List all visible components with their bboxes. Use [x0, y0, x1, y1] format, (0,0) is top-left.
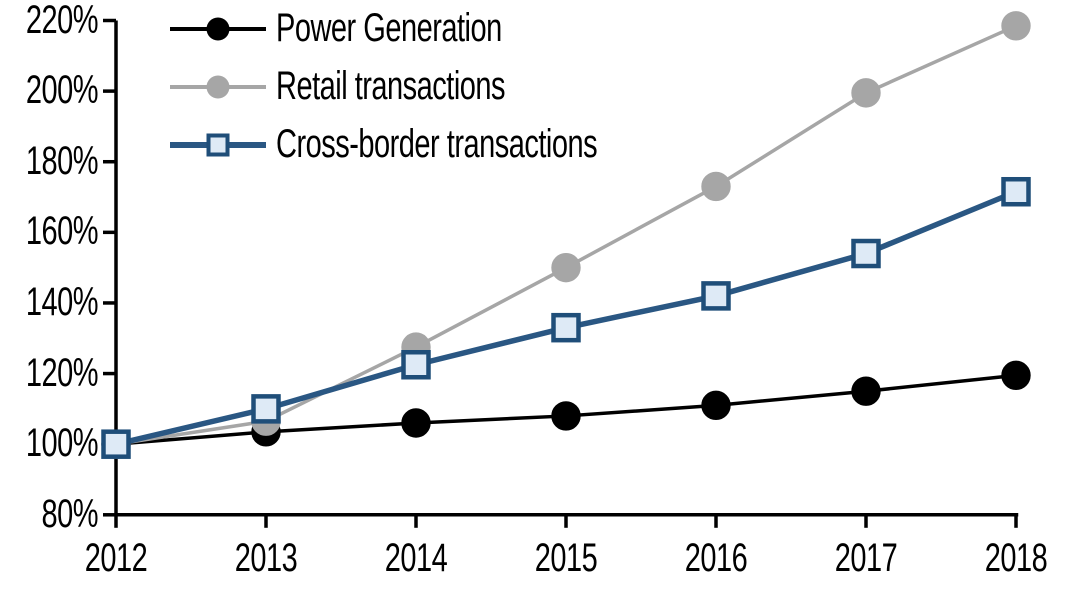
- data-point: [551, 401, 581, 431]
- circle-marker-icon: [206, 75, 230, 99]
- data-point: [701, 390, 731, 421]
- data-point: [851, 78, 881, 108]
- x-tick-label: 2017: [834, 537, 898, 581]
- data-point: [101, 429, 131, 459]
- x-tick-label: 2015: [534, 537, 598, 581]
- data-point: [701, 171, 731, 202]
- x-tick-label: 2014: [384, 537, 448, 581]
- data-point: [551, 312, 581, 343]
- x-tick-label: 2013: [234, 537, 298, 581]
- data-point: [701, 281, 731, 311]
- data-point: [401, 349, 431, 380]
- y-tick-label: 140%: [25, 281, 99, 325]
- data-point: [551, 252, 581, 283]
- data-point: [851, 238, 881, 269]
- legend-label: Cross-border transactions: [276, 123, 598, 167]
- data-point: [851, 376, 881, 406]
- legend-swatch: [170, 7, 266, 51]
- y-tick-label: 200%: [25, 69, 99, 113]
- data-point: [1001, 11, 1031, 41]
- square-marker-icon: [206, 133, 230, 157]
- y-tick-label: 100%: [25, 422, 99, 466]
- data-point: [401, 408, 431, 438]
- data-point: [1001, 360, 1031, 391]
- legend-swatch: [170, 123, 266, 167]
- legend-item-retail-transactions: Retail transactions: [170, 65, 506, 109]
- legend-swatch: [170, 65, 266, 109]
- x-tick-label: 2012: [84, 537, 148, 581]
- y-tick-label: 120%: [25, 351, 99, 396]
- y-tick-label: 80%: [41, 493, 98, 537]
- y-tick-label: 180%: [25, 139, 99, 184]
- y-tick-label: 160%: [25, 210, 99, 255]
- x-tick-label: 2018: [984, 537, 1048, 581]
- y-tick-label: 220%: [25, 0, 99, 43]
- legend-label: Retail transactions: [276, 65, 506, 109]
- legend-item-cross-border-transactions: Cross-border transactions: [170, 123, 598, 167]
- circle-marker-icon: [206, 17, 230, 41]
- legend-item-power-generation: Power Generation: [170, 7, 502, 51]
- legend-label: Power Generation: [276, 7, 502, 51]
- x-tick-label: 2016: [684, 537, 748, 581]
- data-point: [251, 394, 281, 424]
- data-point: [1001, 176, 1031, 207]
